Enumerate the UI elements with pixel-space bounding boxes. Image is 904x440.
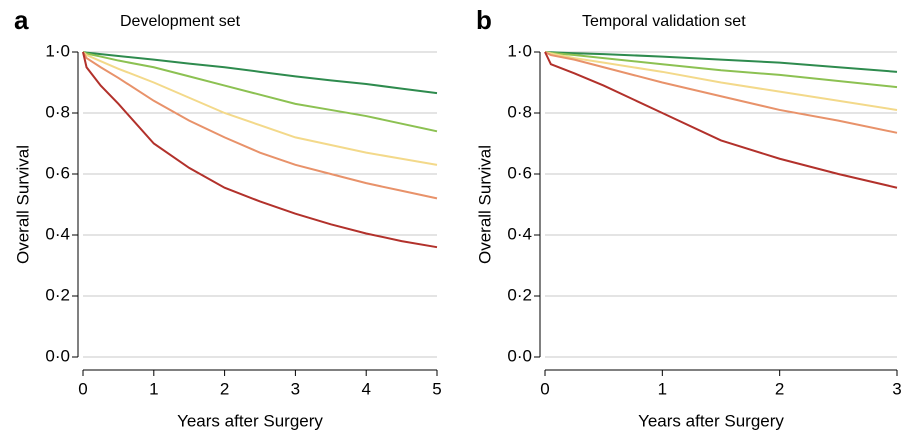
survival-line: [82, 51, 438, 166]
survival-line: [544, 51, 898, 89]
y-tick-label: 0·2: [507, 285, 532, 304]
x-axis-label: Years after Surgery: [177, 411, 323, 430]
y-axis-label: Overall Survival: [475, 145, 494, 264]
panel-label: a: [14, 5, 29, 35]
chart-title: Development set: [120, 13, 241, 30]
x-tick-label: 4: [361, 379, 370, 398]
y-axis-label: Overall Survival: [13, 145, 32, 264]
x-tick-label: 1: [658, 379, 667, 398]
x-tick-label: 2: [220, 379, 229, 398]
y-tick-label: 0·8: [507, 102, 532, 121]
x-tick-label: 3: [291, 379, 300, 398]
y-tick-label: 0·8: [45, 102, 70, 121]
y-tick-label: 0·6: [507, 163, 532, 182]
survival-line: [82, 51, 438, 249]
survival-line: [544, 51, 898, 73]
x-tick-label: 3: [892, 379, 901, 398]
y-tick-label: 0·0: [45, 346, 70, 365]
y-tick-label: 0·2: [45, 285, 70, 304]
survival-line: [82, 51, 438, 95]
survival-line: [82, 51, 438, 133]
y-tick-label: 1·0: [507, 41, 532, 60]
x-tick-label: 2: [775, 379, 784, 398]
y-tick-label: 0·4: [507, 224, 532, 243]
survival-line: [82, 51, 438, 200]
x-tick-label: 0: [78, 379, 87, 398]
x-tick-label: 1: [149, 379, 158, 398]
chart-title: Temporal validation set: [582, 13, 746, 30]
survival-line: [544, 51, 898, 134]
y-tick-label: 0·0: [507, 346, 532, 365]
y-tick-label: 0·4: [45, 224, 70, 243]
survival-line: [544, 51, 898, 111]
x-tick-label: 5: [432, 379, 441, 398]
panel-label: b: [476, 5, 492, 35]
x-axis-label: Years after Surgery: [638, 411, 784, 430]
survival-line: [544, 51, 898, 189]
y-tick-label: 0·6: [45, 163, 70, 182]
y-tick-label: 1·0: [45, 41, 70, 60]
x-tick-label: 0: [540, 379, 549, 398]
